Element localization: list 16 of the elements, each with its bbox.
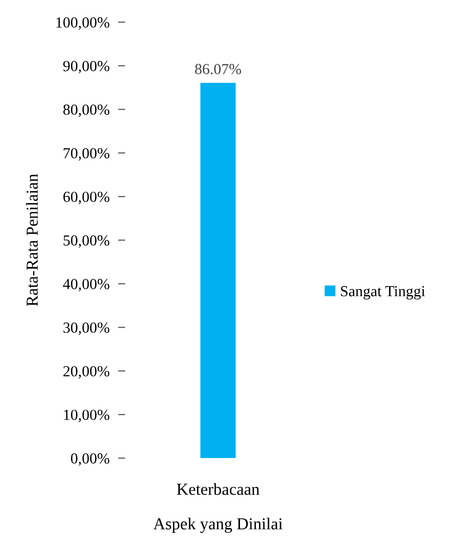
y-tick-label: 50,00% xyxy=(64,235,110,248)
y-tick-label: 70,00% xyxy=(64,148,110,161)
y-tick-label: 90,00% xyxy=(63,60,110,74)
data-label: 86.07% xyxy=(195,64,242,74)
y-tick-label: 60,00% xyxy=(63,192,110,204)
legend-label: Sangat Tinggi xyxy=(341,286,426,300)
x-axis-title: Aspek yang Dinilai xyxy=(153,518,283,533)
y-tick-label: 80,00% xyxy=(63,104,110,118)
y-tick-label: 10,00% xyxy=(64,410,110,422)
y-tick-label: 0,00% xyxy=(70,453,110,466)
x-tick-label: Keterbacaan xyxy=(176,483,260,495)
y-tick-label: 30,00% xyxy=(63,322,110,336)
y-tick-label: 20,00% xyxy=(63,366,110,379)
y-tick-label: 100,00% xyxy=(56,17,110,30)
y-axis-title: Rata-Rata Penilaian xyxy=(26,174,38,306)
y-tick-label: 40,00% xyxy=(63,278,110,292)
